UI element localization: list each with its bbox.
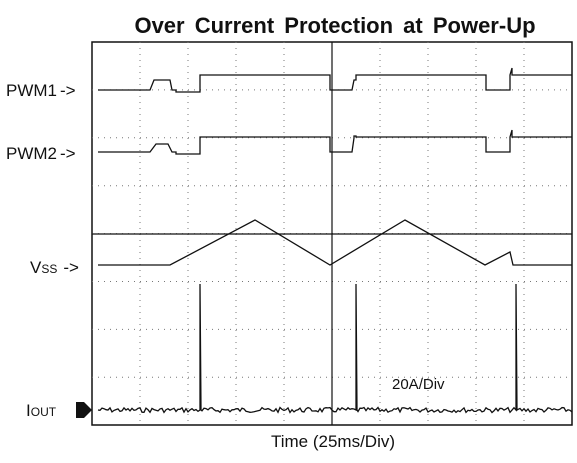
channel-label: IOUT — [26, 401, 57, 420]
channel-subscript: OUT — [31, 405, 57, 419]
x-axis-label: Time (25ms/Div) — [271, 432, 395, 451]
channel-name: PWM1 — [6, 81, 57, 100]
channel-subscript: SS — [41, 262, 57, 276]
channel-arrow: -> — [63, 258, 79, 277]
channel-label: PWM2 -> — [6, 144, 76, 163]
ground-marker — [76, 402, 92, 418]
annotation: 20A/Div — [392, 376, 445, 393]
channel-name: I — [26, 401, 31, 420]
iout-trace — [97, 283, 573, 414]
channel-label: PWM1 -> — [6, 81, 76, 100]
title: Over Current Protection at Power-Up — [134, 13, 536, 38]
channel-name: PWM2 — [6, 144, 57, 163]
pwm1-trace — [98, 67, 572, 93]
channel-label: VSS -> — [30, 258, 79, 277]
channel-arrow: -> — [60, 144, 76, 163]
channel-name: V — [30, 258, 42, 277]
channel-arrow: -> — [60, 81, 76, 100]
pwm2-trace — [98, 129, 572, 155]
vss-trace — [98, 219, 572, 266]
